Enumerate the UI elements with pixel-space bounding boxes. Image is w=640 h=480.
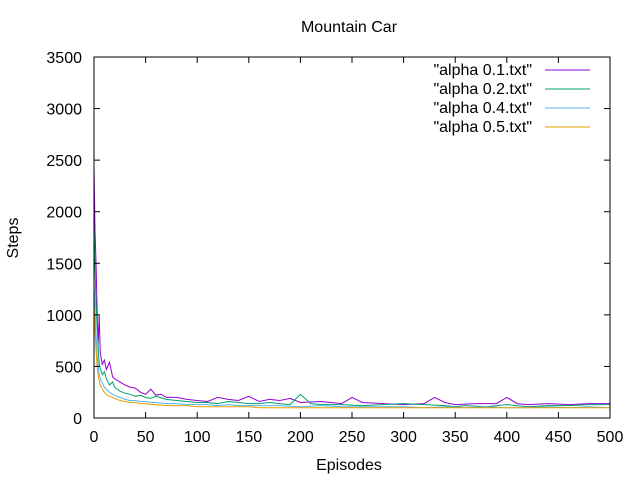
series-layer <box>93 165 611 409</box>
x-tick-label: 500 <box>597 429 624 446</box>
chart-title: Mountain Car <box>301 19 398 36</box>
series-line-1 <box>93 165 610 406</box>
series-line-4 <box>93 304 610 409</box>
series-line-3 <box>93 283 611 409</box>
plot-frame <box>93 56 611 419</box>
x-tick-label: 100 <box>184 429 211 446</box>
ticks-layer: 0 50 100 150 200 250 300 350 400 450 500 0 500 1000 15… <box>46 50 623 446</box>
x-tick-label: 250 <box>339 429 366 446</box>
legend-label-4: "alpha 0.5.txt" <box>433 119 532 136</box>
y-tick-label: 1500 <box>46 256 82 273</box>
legend-label-3: "alpha 0.4.txt" <box>433 100 532 117</box>
x-tick-label: 50 <box>137 429 155 446</box>
series-line-2 <box>93 221 610 408</box>
x-tick-label: 450 <box>545 429 572 446</box>
x-tick-label: 200 <box>287 429 314 446</box>
y-tick-label: 1000 <box>46 308 82 325</box>
y-tick-label: 2000 <box>46 205 82 222</box>
x-tick-label: 150 <box>235 429 262 446</box>
legend-label-2: "alpha 0.2.txt" <box>433 81 532 98</box>
x-tick-label: 400 <box>493 429 520 446</box>
legend-label-1: "alpha 0.1.txt" <box>433 62 532 79</box>
legend: "alpha 0.1.txt" "alpha 0.2.txt" "alpha 0.4… <box>433 62 590 136</box>
y-tick-label: 0 <box>73 411 82 428</box>
x-tick-label: 0 <box>90 429 99 446</box>
x-axis-label: Episodes <box>316 457 382 474</box>
y-tick-label: 2500 <box>46 153 82 170</box>
x-tick-label: 350 <box>442 429 469 446</box>
y-axis-label: Steps <box>5 218 22 259</box>
y-tick-label: 3500 <box>46 50 82 67</box>
x-tick-label: 300 <box>390 429 417 446</box>
y-tick-label: 500 <box>55 359 82 376</box>
y-tick-label: 3000 <box>46 102 82 119</box>
